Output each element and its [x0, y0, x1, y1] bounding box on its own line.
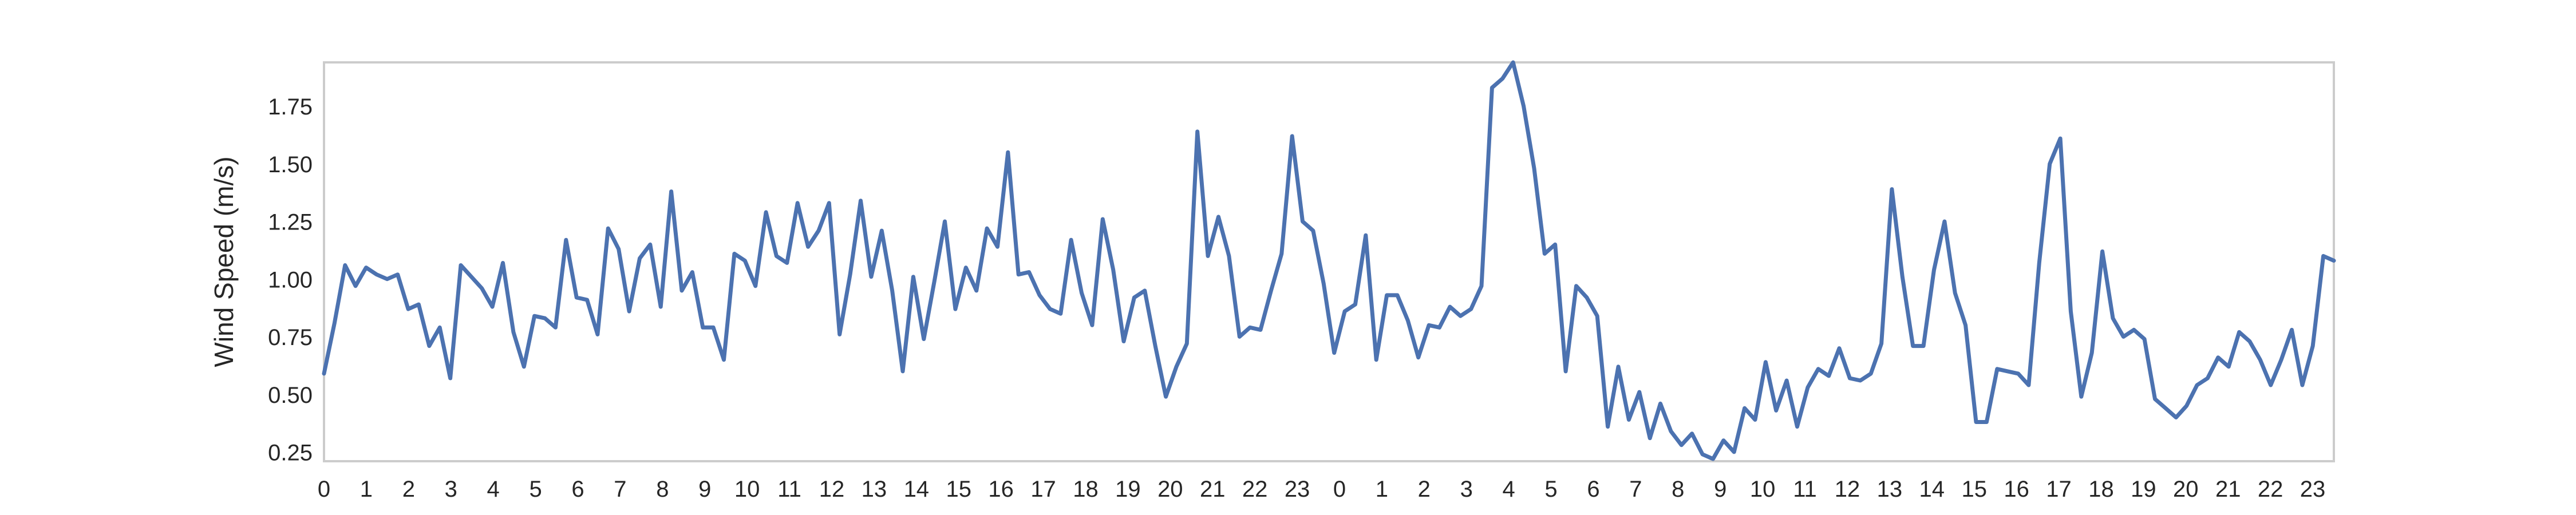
x-tick-label: 12 [1835, 477, 1860, 502]
x-tick-label: 19 [1115, 477, 1141, 502]
y-tick-label: 0.25 [268, 440, 313, 465]
x-tick-label: 20 [2173, 477, 2199, 502]
x-tick-label: 7 [1629, 477, 1642, 502]
x-tick-label: 6 [1587, 477, 1599, 502]
x-tick-label: 16 [988, 477, 1014, 502]
x-tick-label: 10 [1750, 477, 1776, 502]
x-tick-label: 4 [1503, 477, 1515, 502]
x-tick-label: 19 [2131, 477, 2156, 502]
x-tick-label: 0 [1333, 477, 1346, 502]
x-tick-label: 16 [2004, 477, 2029, 502]
y-axis-title: Wind Speed (m/s) [209, 156, 239, 367]
x-tick-label: 8 [656, 477, 669, 502]
x-tick-label: 22 [1242, 477, 1268, 502]
x-tick-label: 7 [614, 477, 626, 502]
x-tick-label: 13 [862, 477, 887, 502]
y-tick-label: 1.00 [268, 267, 313, 292]
x-tick-label: 18 [2088, 477, 2114, 502]
x-tick-label: 21 [2215, 477, 2241, 502]
x-tick-label: 3 [1460, 477, 1473, 502]
x-tick-label: 14 [904, 477, 930, 502]
x-tick-label: 9 [1714, 477, 1726, 502]
series-line [322, 60, 2336, 461]
y-axis-ticks: 0.25 0.50 0.75 1.00 1.25 1.50 1.75 [268, 94, 313, 465]
x-tick-label: 14 [1919, 477, 1945, 502]
x-axis-ticks: 0 1 2 3 4 5 6 7 8 9 10 11 12 13 14 15 16 17 18 19 20 21 22 23 0 1… [318, 477, 2325, 502]
x-tick-label: 15 [1961, 477, 1987, 502]
x-tick-label: 5 [529, 477, 542, 502]
x-tick-label: 20 [1157, 477, 1183, 502]
y-tick-label: 1.25 [268, 210, 313, 235]
x-tick-label: 4 [487, 477, 500, 502]
x-tick-label: 10 [734, 477, 760, 502]
x-tick-label: 5 [1544, 477, 1557, 502]
y-tick-label: 0.75 [268, 325, 313, 350]
x-tick-label: 12 [819, 477, 845, 502]
y-tick-label: 1.50 [268, 152, 313, 177]
x-tick-label: 17 [1030, 477, 1056, 502]
plot-frame [323, 61, 2335, 462]
y-tick-label: 0.50 [268, 383, 313, 408]
x-tick-label: 13 [1877, 477, 1903, 502]
x-tick-label: 18 [1073, 477, 1099, 502]
x-tick-label: 1 [360, 477, 373, 502]
x-tick-label: 1 [1376, 477, 1388, 502]
x-tick-label: 2 [402, 477, 415, 502]
x-tick-label: 8 [1672, 477, 1684, 502]
x-tick-label: 17 [2046, 477, 2072, 502]
x-tick-label: 23 [2300, 477, 2326, 502]
x-tick-label: 2 [1418, 477, 1431, 502]
x-tick-label: 3 [445, 477, 457, 502]
x-tick-label: 22 [2258, 477, 2283, 502]
x-tick-label: 23 [1285, 477, 1310, 502]
x-tick-label: 6 [571, 477, 584, 502]
x-tick-label: 11 [1793, 477, 1817, 502]
x-tick-label: 15 [946, 477, 971, 502]
x-tick-label: 21 [1200, 477, 1226, 502]
x-tick-label: 9 [698, 477, 711, 502]
x-tick-label: 0 [318, 477, 330, 502]
x-tick-label: 11 [777, 477, 801, 502]
y-tick-label: 1.75 [268, 94, 313, 120]
